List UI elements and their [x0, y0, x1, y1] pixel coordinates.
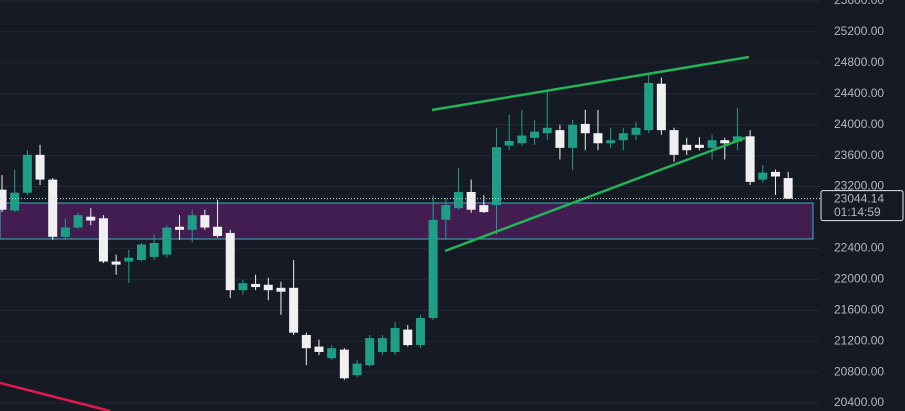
candle-body	[466, 191, 476, 210]
candle-body	[390, 328, 400, 353]
candle-body	[213, 226, 223, 237]
candle-body	[770, 171, 780, 177]
candle-body	[428, 219, 438, 318]
candle-body	[707, 140, 717, 148]
price-tag-box	[820, 190, 904, 222]
candle-body	[517, 135, 527, 144]
candle-body	[644, 82, 654, 131]
trend-line	[431, 55, 750, 112]
y-tick-label: 24800.00	[834, 55, 884, 69]
axis: 25600.00 25200.00 24800.00 24400.00 24000.00…	[834, 0, 884, 409]
candle-body	[745, 136, 755, 182]
candle-body	[86, 216, 96, 221]
y-tick-label: 21200.00	[834, 333, 884, 347]
candle-body	[175, 226, 185, 230]
candle-body	[225, 232, 235, 291]
candle-body	[504, 140, 514, 146]
candle-body	[377, 338, 387, 353]
candle-body	[251, 283, 261, 288]
y-tick-label: 21600.00	[834, 302, 884, 316]
candle-body	[22, 154, 32, 193]
candle-body	[352, 363, 362, 376]
candle-body	[403, 329, 413, 346]
candle-body	[656, 83, 666, 131]
candle-body	[0, 189, 7, 210]
candle-body	[60, 227, 70, 237]
y-tick-label: 22400.00	[834, 241, 884, 255]
candle-body	[580, 123, 590, 134]
candle-body	[720, 140, 730, 144]
candle-body	[732, 136, 742, 142]
candle-body	[301, 335, 311, 349]
y-tick-label: 23200.00	[834, 179, 884, 193]
y-tick-label: 24000.00	[834, 117, 884, 131]
candle-body	[415, 317, 425, 346]
candle-body	[618, 133, 628, 141]
candle-body	[542, 127, 552, 134]
candle-body	[555, 130, 565, 148]
candle-body	[289, 287, 299, 333]
candles	[0, 74, 793, 380]
candle-body	[492, 147, 502, 206]
candle-body	[98, 218, 108, 262]
candle-body	[111, 261, 121, 265]
last-price-label: 23044.14	[834, 191, 884, 205]
candle-body	[187, 215, 197, 230]
candle-body	[162, 227, 172, 255]
candle-body	[365, 338, 375, 366]
candle-body	[631, 127, 641, 135]
candle-body	[238, 283, 248, 291]
candle-body	[73, 215, 83, 228]
candle-body	[314, 346, 324, 353]
candle-body	[682, 144, 692, 151]
countdown-label: 01:14:59	[834, 205, 881, 219]
candle-body	[669, 130, 679, 155]
candle-body	[149, 242, 159, 257]
candle-body	[441, 205, 451, 220]
y-tick-label: 20400.00	[834, 395, 884, 409]
candle-body	[568, 124, 578, 148]
candle-body	[200, 215, 210, 228]
candle-body	[276, 287, 286, 292]
y-tick-label: 25600.00	[834, 0, 884, 7]
y-tick-label: 23600.00	[834, 148, 884, 162]
candle-body	[263, 284, 273, 291]
y-tick-label: 25200.00	[834, 24, 884, 38]
zone	[0, 202, 814, 240]
candle-body	[48, 179, 58, 237]
trend-line	[0, 381, 111, 411]
candle-body	[10, 192, 20, 211]
candle-body	[606, 140, 616, 144]
trend-line	[444, 136, 746, 253]
candle-body	[783, 178, 793, 199]
candle-body	[758, 172, 768, 180]
candle-body	[339, 349, 349, 379]
candle-body	[593, 133, 603, 144]
candle-body	[35, 154, 45, 180]
y-tick-label: 20800.00	[834, 364, 884, 378]
y-tick-label: 24400.00	[834, 86, 884, 100]
candle-body	[694, 144, 704, 148]
candle-body	[453, 191, 463, 209]
candle-body	[327, 348, 337, 359]
candle-body	[124, 257, 134, 262]
candle-body	[479, 205, 489, 213]
candle-body	[136, 244, 146, 261]
y-tick-label: 22000.00	[834, 272, 884, 286]
candle-body	[530, 131, 540, 138]
